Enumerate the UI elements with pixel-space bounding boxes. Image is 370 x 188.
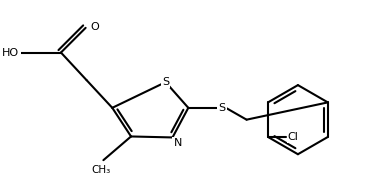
Text: S: S: [218, 103, 225, 113]
Text: N: N: [174, 138, 182, 149]
Text: Cl: Cl: [288, 132, 299, 142]
Text: O: O: [91, 22, 99, 32]
Text: CH₃: CH₃: [92, 165, 111, 175]
Text: HO: HO: [2, 48, 20, 58]
Text: S: S: [162, 77, 169, 87]
